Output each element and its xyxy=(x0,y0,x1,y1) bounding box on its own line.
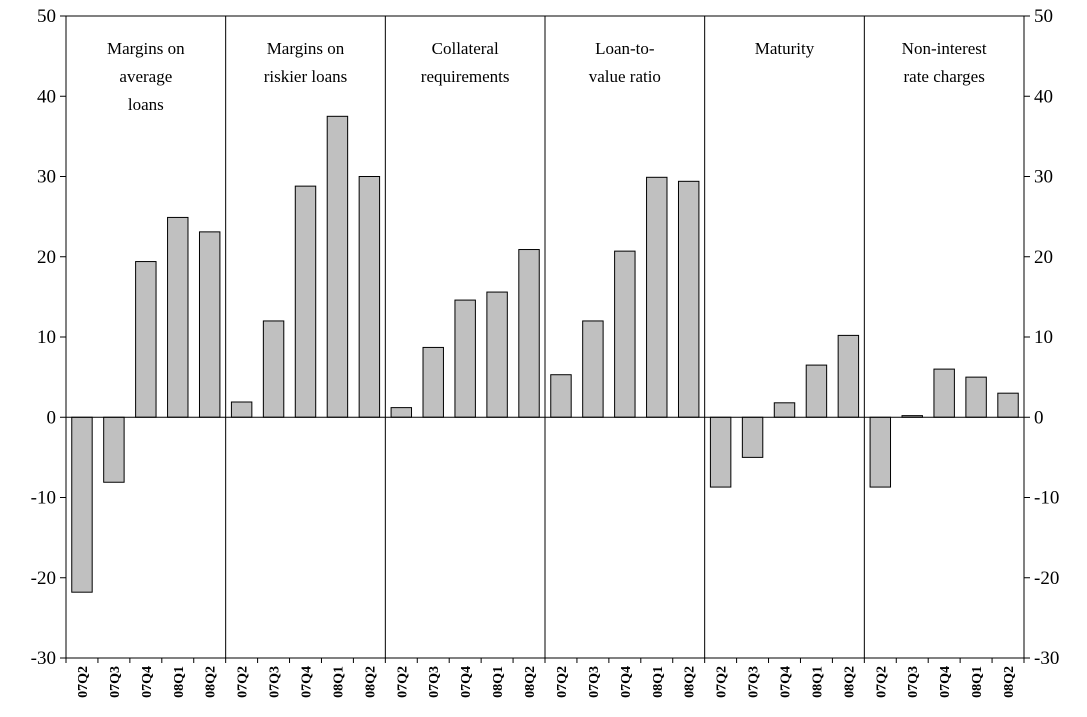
x-tick-label: 08Q2 xyxy=(1002,666,1017,698)
y-axis-right: -30 -20 -10 0 10 20 30 40 50 xyxy=(1024,6,1059,669)
panel-dividers xyxy=(225,16,865,658)
panel-label: Non-interest rate charges xyxy=(902,39,987,86)
bar xyxy=(390,407,413,418)
x-axis: 07Q2 07Q3 07Q4 08Q1 08Q2 07Q2 07Q3 07Q4 08Q1 08Q2… xyxy=(65,658,1025,698)
y-tick-label: 50 xyxy=(37,6,56,27)
x-tick-label: 07Q4 xyxy=(938,666,953,698)
x-tick-label: 07Q4 xyxy=(459,666,474,698)
y-tick-label: -10 xyxy=(31,488,56,509)
y-tick-label: -10 xyxy=(1034,488,1059,509)
panel-label: Collateral requirements xyxy=(421,39,510,86)
x-tick-label: 07Q3 xyxy=(906,666,921,698)
y-tick-label: -30 xyxy=(31,648,56,669)
bar xyxy=(230,401,253,418)
panel-label: Margins on average loans xyxy=(107,39,185,114)
x-tick-label: 07Q2 xyxy=(76,666,91,698)
bar xyxy=(805,364,828,418)
bar xyxy=(167,216,189,418)
y-tick-label: 20 xyxy=(1034,247,1053,268)
x-tick-label: 08Q1 xyxy=(491,666,506,698)
y-tick-label: 20 xyxy=(37,247,56,268)
bar xyxy=(741,416,764,458)
bar xyxy=(709,416,732,488)
y-tick-label: 0 xyxy=(1034,407,1044,428)
y-tick-label: 10 xyxy=(37,327,56,348)
x-tick-label: 08Q1 xyxy=(970,666,985,698)
bar xyxy=(294,185,317,418)
bar xyxy=(262,320,285,418)
panel-label: Maturity xyxy=(755,39,815,58)
x-tick-label: 07Q3 xyxy=(108,666,123,698)
y-tick-label: 50 xyxy=(1034,6,1053,27)
x-tick-label: 08Q2 xyxy=(363,666,378,698)
bars xyxy=(71,115,1019,593)
bar xyxy=(933,368,955,418)
x-tick-label: 07Q3 xyxy=(587,666,602,698)
bar xyxy=(869,416,892,488)
x-tick-label: 07Q3 xyxy=(268,666,283,698)
y-tick-label: -20 xyxy=(31,568,56,589)
y-tick-label: 30 xyxy=(1034,167,1053,188)
bar xyxy=(582,320,604,418)
x-tick-label: 08Q1 xyxy=(172,666,187,698)
x-tick-label: 07Q2 xyxy=(395,666,410,698)
bar xyxy=(773,402,796,418)
bar xyxy=(646,176,668,418)
x-tick-label: 08Q2 xyxy=(204,666,219,698)
y-tick-label: 30 xyxy=(37,167,56,188)
bar xyxy=(198,231,221,418)
y-axis-left: -30 -20 -10 0 10 20 30 40 50 xyxy=(31,6,66,669)
bar xyxy=(454,299,476,418)
bar xyxy=(422,346,444,418)
y-tick-label: 10 xyxy=(1034,327,1053,348)
y-tick-label: -30 xyxy=(1034,648,1059,669)
bar xyxy=(614,250,636,418)
bar xyxy=(135,261,157,418)
y-tick-label: 40 xyxy=(1034,86,1053,107)
bar xyxy=(677,180,700,418)
bar xyxy=(550,374,572,418)
bar xyxy=(326,115,349,418)
y-tick-label: -20 xyxy=(1034,568,1059,589)
x-tick-label: 07Q4 xyxy=(779,666,794,698)
y-tick-label: 0 xyxy=(47,407,57,428)
bar xyxy=(965,376,987,418)
x-tick-label: 07Q2 xyxy=(236,666,251,698)
x-tick-label: 07Q3 xyxy=(427,666,442,698)
bar xyxy=(103,416,125,483)
x-tick-label: 07Q2 xyxy=(715,666,730,698)
x-tick-label: 07Q4 xyxy=(300,666,315,698)
x-tick-label: 07Q3 xyxy=(747,666,762,698)
x-tick-label: 07Q4 xyxy=(140,666,155,698)
x-tick-label: 07Q4 xyxy=(619,666,634,698)
x-tick-label: 08Q2 xyxy=(683,666,698,698)
x-tick-label: 08Q1 xyxy=(810,666,825,698)
x-tick-label: 08Q2 xyxy=(842,666,857,698)
x-tick-label: 08Q2 xyxy=(523,666,538,698)
x-tick-label: 07Q2 xyxy=(555,666,570,698)
x-tick-label: 08Q1 xyxy=(331,666,346,698)
bar xyxy=(71,416,93,593)
bar xyxy=(837,334,860,418)
bar xyxy=(358,176,381,418)
panel-labels: Margins on average loans Margins on riskier … xyxy=(107,39,987,114)
x-tick-label: 07Q2 xyxy=(874,666,889,698)
y-tick-label: 40 xyxy=(37,86,56,107)
bar xyxy=(518,249,540,418)
bar xyxy=(486,291,508,418)
bar xyxy=(997,392,1019,418)
panel-label: Loan-to-value ratio xyxy=(589,39,661,86)
x-tick-label: 08Q1 xyxy=(651,666,666,698)
panel-label: Margins on riskier loans xyxy=(264,39,348,86)
